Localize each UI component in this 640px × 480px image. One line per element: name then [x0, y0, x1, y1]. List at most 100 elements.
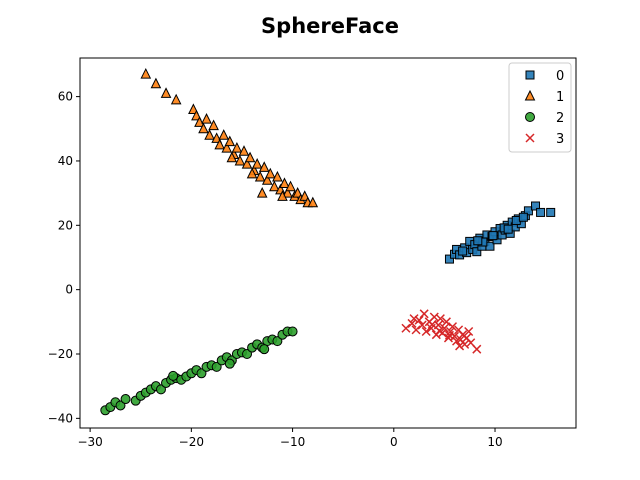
data-point-series-1 [211, 132, 222, 143]
data-point-series-1 [238, 145, 250, 156]
data-point-series-1 [198, 122, 209, 134]
data-point-series-0 [488, 231, 498, 241]
data-point-series-3 [411, 325, 421, 335]
data-point-series-1 [201, 113, 212, 124]
data-point-series-1 [258, 161, 270, 172]
plot-frame [79, 57, 577, 429]
data-point-series-3 [429, 312, 439, 322]
data-point-series-1 [299, 190, 311, 201]
axis-ticks: −30 −20 −10 0 10 −40 −20 0 20 40 60 [48, 90, 503, 449]
data-point-series-1 [256, 187, 268, 198]
data-point-series-1 [191, 109, 202, 121]
data-point-series-0 [518, 212, 528, 222]
data-point-series-2 [224, 358, 235, 369]
data-point-series-1 [254, 170, 266, 182]
y-tick-label: −20 [48, 347, 73, 361]
data-point-series-0 [523, 206, 533, 216]
data-point-series-3 [417, 320, 427, 330]
data-point-series-3 [407, 318, 417, 328]
data-point-series-1 [140, 67, 152, 79]
data-point-series-3 [441, 317, 451, 327]
data-point-series-2 [287, 326, 298, 337]
legend-marker-3 [525, 133, 535, 143]
data-point-series-3 [434, 326, 444, 336]
legend-label: 3 [556, 132, 564, 147]
legend: 0 1 2 3 [508, 62, 572, 153]
data-point-series-1 [150, 77, 162, 89]
data-point-series-1 [264, 167, 276, 179]
data-point-series-2 [242, 349, 253, 359]
legend-marker-1 [524, 89, 536, 101]
data-point-series-3 [444, 330, 454, 340]
legend-label: 0 [556, 69, 564, 84]
data-point-series-1 [292, 187, 303, 198]
data-point-series-2 [168, 370, 179, 381]
data-point-series-0 [473, 236, 483, 246]
data-point-series-0 [472, 247, 482, 257]
x-tick-label: −20 [179, 435, 204, 449]
data-point-series-1 [226, 151, 238, 163]
data-point-series-2 [196, 368, 207, 379]
data-point-series-1 [277, 190, 288, 201]
data-point-series-1 [234, 154, 246, 166]
y-tick-label: −40 [48, 411, 73, 425]
data-point-series-1 [214, 138, 225, 150]
chart-title: SphereFace [261, 14, 399, 38]
data-point-series-0 [546, 207, 556, 217]
x-tick-label: 10 [487, 435, 502, 449]
y-tick-label: 40 [58, 154, 73, 168]
data-point-series-1 [221, 141, 233, 153]
legend-marker-0 [525, 70, 535, 80]
data-point-series-3 [439, 323, 449, 333]
data-point-series-3 [464, 326, 474, 337]
y-tick-label: 60 [58, 90, 73, 104]
data-point-series-2 [120, 394, 131, 405]
data-point-series-1 [285, 180, 296, 192]
legend-label: 1 [556, 90, 564, 105]
data-point-series-2 [115, 400, 126, 411]
data-point-series-1 [307, 196, 319, 208]
x-tick-label: −10 [280, 435, 305, 449]
data-point-series-1 [269, 180, 280, 192]
data-point-series-3 [414, 315, 424, 325]
data-point-series-1 [272, 170, 283, 182]
data-point-series-1 [188, 103, 199, 114]
data-point-series-1 [224, 135, 236, 147]
y-tick-label: 0 [65, 283, 73, 297]
legend-marker-2 [525, 112, 535, 122]
data-point-series-1 [231, 141, 243, 153]
data-point-series-3 [427, 319, 437, 329]
data-point-series-3 [472, 344, 482, 354]
data-point-series-3 [401, 323, 411, 333]
data-point-series-3 [419, 309, 429, 319]
data-point-series-0 [444, 254, 454, 264]
legend-label: 2 [556, 111, 564, 126]
data-point-series-0 [503, 224, 513, 234]
data-point-series-3 [447, 322, 458, 332]
data-point-series-1 [160, 87, 172, 98]
data-point-series-1 [194, 116, 205, 127]
data-point-series-2 [259, 344, 270, 355]
data-point-series-2 [155, 384, 166, 395]
data-point-series-0 [458, 246, 468, 256]
legend-box [508, 62, 572, 153]
data-point-series-1 [246, 167, 258, 179]
y-tick-label: 20 [58, 218, 73, 232]
data-point-series-1 [204, 129, 215, 140]
data-point-series-3 [455, 341, 465, 351]
data-point-series-1 [244, 151, 256, 163]
data-point-series-0 [536, 207, 546, 217]
data-point-series-2 [272, 336, 283, 347]
points-layer [100, 67, 556, 416]
data-point-series-1 [208, 119, 219, 131]
data-point-series-2 [211, 361, 222, 372]
data-point-series-3 [435, 314, 445, 324]
data-point-series-0 [531, 201, 541, 211]
x-tick-label: −30 [77, 435, 102, 449]
data-point-series-3 [409, 314, 419, 324]
data-point-series-1 [241, 158, 253, 169]
data-point-series-1 [279, 177, 290, 188]
data-point-series-1 [251, 158, 263, 169]
x-tick-label: 0 [390, 435, 398, 449]
